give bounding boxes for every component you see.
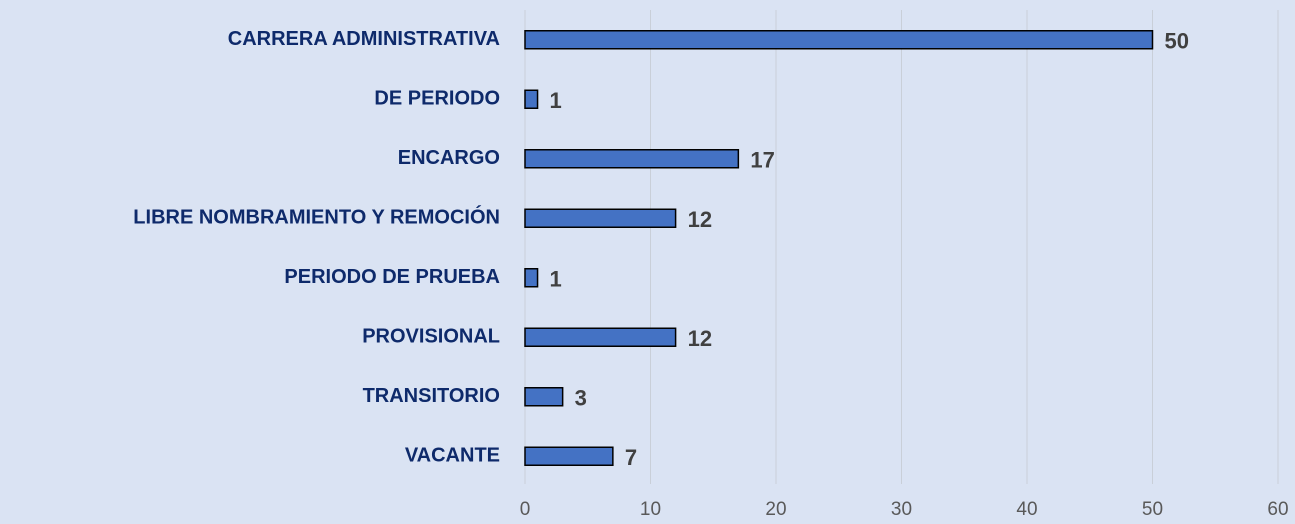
x-tick-label: 40 [1016, 499, 1037, 520]
category-label: PERIODO DE PRUEBA [284, 266, 500, 288]
value-label: 1 [550, 267, 562, 292]
value-label: 50 [1165, 29, 1189, 54]
bar [524, 89, 539, 109]
value-label: 12 [688, 326, 712, 351]
value-label: 3 [575, 386, 587, 411]
category-label: LIBRE NOMBRAMIENTO Y REMOCIÓN [133, 205, 500, 229]
value-label: 12 [688, 207, 712, 232]
x-tick-label: 60 [1267, 499, 1288, 520]
x-tick-label: 10 [640, 499, 661, 520]
bar [524, 446, 614, 466]
bar [524, 30, 1154, 50]
category-label: ENCARGO [398, 147, 500, 169]
bar [524, 208, 677, 228]
bar [524, 327, 677, 347]
x-tick-label: 20 [765, 499, 786, 520]
x-tick-label: 0 [520, 499, 531, 520]
value-label: 17 [750, 148, 774, 173]
x-tick-label: 30 [891, 499, 912, 520]
bar [524, 387, 564, 407]
value-label: 1 [550, 88, 562, 113]
value-label: 7 [625, 445, 637, 470]
bar [524, 149, 740, 169]
category-label: TRANSITORIO [363, 385, 500, 407]
category-label: DE PERIODO [374, 88, 500, 110]
category-label: VACANTE [405, 445, 500, 467]
category-label: CARRERA ADMINISTRATIVA [228, 28, 500, 50]
category-label: PROVISIONAL [362, 326, 500, 348]
x-tick-label: 50 [1142, 499, 1163, 520]
bar [524, 268, 539, 288]
